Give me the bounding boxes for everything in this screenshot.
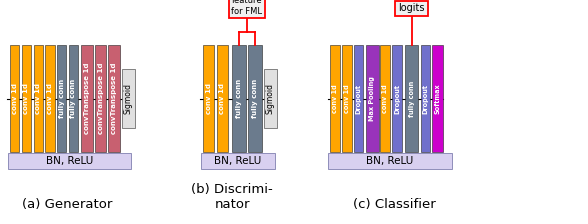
FancyBboxPatch shape xyxy=(354,45,363,152)
Text: convTranspose 1d: convTranspose 1d xyxy=(98,63,103,134)
FancyBboxPatch shape xyxy=(264,69,277,128)
FancyBboxPatch shape xyxy=(69,45,78,152)
FancyBboxPatch shape xyxy=(392,45,402,152)
FancyBboxPatch shape xyxy=(366,45,379,152)
FancyBboxPatch shape xyxy=(122,69,135,128)
FancyBboxPatch shape xyxy=(380,45,390,152)
Text: fully conn: fully conn xyxy=(409,80,415,117)
Text: Sigmoid: Sigmoid xyxy=(123,83,133,114)
FancyBboxPatch shape xyxy=(81,45,92,152)
Text: convTranspose 1d: convTranspose 1d xyxy=(111,63,117,134)
FancyBboxPatch shape xyxy=(34,45,43,152)
FancyBboxPatch shape xyxy=(342,45,352,152)
Text: fully conn: fully conn xyxy=(252,79,258,118)
Text: fully conn: fully conn xyxy=(236,79,242,118)
Text: Sigmoid: Sigmoid xyxy=(266,83,275,114)
Text: conv 1d: conv 1d xyxy=(344,84,350,113)
Text: Max Pooling: Max Pooling xyxy=(369,76,375,121)
Text: conv 1d: conv 1d xyxy=(206,83,212,114)
FancyBboxPatch shape xyxy=(95,45,106,152)
FancyBboxPatch shape xyxy=(432,45,443,152)
Text: fully conn: fully conn xyxy=(59,79,65,118)
Text: convTranspose 1d: convTranspose 1d xyxy=(84,63,90,134)
Text: conv 1d: conv 1d xyxy=(24,83,29,114)
FancyBboxPatch shape xyxy=(57,45,66,152)
Text: Softmax: Softmax xyxy=(435,83,440,114)
FancyBboxPatch shape xyxy=(330,45,340,152)
FancyBboxPatch shape xyxy=(8,153,131,169)
Text: conv 1d: conv 1d xyxy=(35,83,41,114)
FancyBboxPatch shape xyxy=(405,45,418,152)
FancyBboxPatch shape xyxy=(22,45,31,152)
FancyBboxPatch shape xyxy=(108,45,119,152)
Text: BN, ReLU: BN, ReLU xyxy=(366,156,413,166)
Text: feature
for FML: feature for FML xyxy=(232,0,262,16)
FancyBboxPatch shape xyxy=(216,45,228,152)
Text: conv 1d: conv 1d xyxy=(382,84,388,113)
Text: fully conn: fully conn xyxy=(71,79,76,118)
Text: conv 1d: conv 1d xyxy=(12,83,18,114)
Text: conv 1d: conv 1d xyxy=(332,84,338,113)
Text: BN, ReLU: BN, ReLU xyxy=(46,156,93,166)
FancyBboxPatch shape xyxy=(203,45,214,152)
FancyBboxPatch shape xyxy=(45,45,55,152)
FancyBboxPatch shape xyxy=(248,45,262,152)
Text: conv 1d: conv 1d xyxy=(47,83,53,114)
FancyBboxPatch shape xyxy=(328,153,452,169)
FancyBboxPatch shape xyxy=(10,45,19,152)
Text: (b) Discrimi-
nator: (b) Discrimi- nator xyxy=(191,183,273,211)
FancyBboxPatch shape xyxy=(201,153,275,169)
Text: conv 1d: conv 1d xyxy=(219,83,225,114)
Text: Dropout: Dropout xyxy=(423,84,429,114)
Text: Dropout: Dropout xyxy=(356,84,362,114)
Text: (c) Classifier: (c) Classifier xyxy=(353,198,435,211)
FancyBboxPatch shape xyxy=(232,45,246,152)
Text: BN, ReLU: BN, ReLU xyxy=(214,156,262,166)
Text: Dropout: Dropout xyxy=(394,84,400,114)
FancyBboxPatch shape xyxy=(421,45,430,152)
Text: logits: logits xyxy=(398,3,425,13)
Text: (a) Generator: (a) Generator xyxy=(22,198,113,211)
